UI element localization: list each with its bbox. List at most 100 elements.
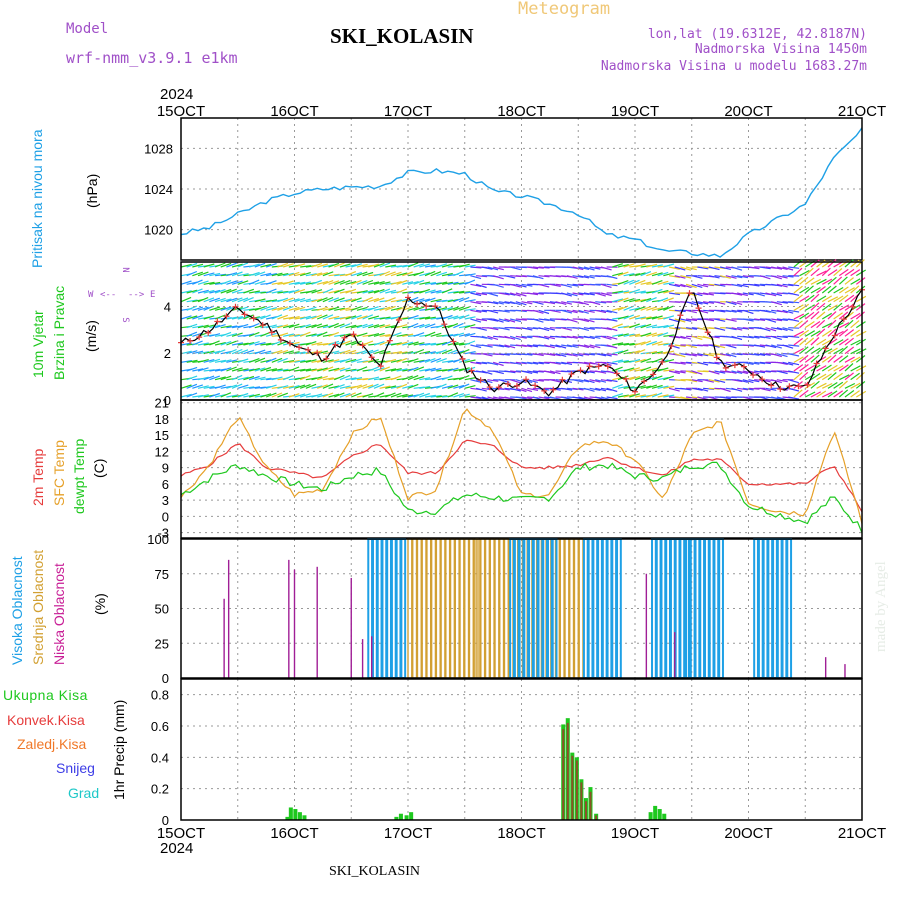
wind-barb bbox=[481, 370, 493, 375]
ytick-label: 0.4 bbox=[151, 750, 169, 765]
wind-barb bbox=[821, 312, 833, 320]
wind-barb bbox=[748, 266, 760, 270]
wind-barb bbox=[339, 385, 351, 389]
wind-barb bbox=[345, 298, 357, 303]
wind-barb bbox=[765, 327, 777, 332]
wind-barb bbox=[356, 306, 368, 311]
wind-barb bbox=[680, 327, 692, 330]
wind-barb bbox=[288, 341, 300, 346]
wind-barb bbox=[464, 395, 476, 398]
wind-barb bbox=[509, 283, 521, 288]
wind-barb bbox=[345, 392, 356, 398]
wind-barb bbox=[612, 359, 624, 363]
wind-barb bbox=[464, 279, 476, 285]
wind-barb bbox=[339, 263, 351, 268]
day-label-top: 21OCT bbox=[838, 103, 886, 120]
wind-barb bbox=[328, 315, 340, 320]
wind-barb bbox=[589, 379, 601, 383]
wind-barb bbox=[351, 340, 362, 346]
wind-barb bbox=[731, 301, 743, 305]
wind-barb bbox=[413, 306, 425, 311]
wind-gust-marker bbox=[223, 313, 230, 320]
pressure-unit-label: (hPa) bbox=[84, 174, 100, 208]
wind-barb bbox=[509, 292, 521, 297]
wind-barb bbox=[487, 335, 499, 340]
wind-barb bbox=[220, 262, 232, 268]
wind-barb bbox=[617, 359, 629, 363]
wind-barb bbox=[583, 292, 595, 296]
wind-barb bbox=[827, 328, 837, 337]
wind-barb bbox=[300, 324, 311, 329]
wind-barb bbox=[311, 323, 323, 329]
wind-barb bbox=[640, 281, 652, 285]
wind-gust-marker bbox=[559, 376, 566, 383]
wind-barb bbox=[328, 306, 340, 311]
wind-barb bbox=[838, 389, 849, 398]
wind-barb bbox=[220, 298, 232, 303]
wind-barb bbox=[220, 367, 232, 372]
wind-barb bbox=[271, 349, 283, 355]
total-rain-bar bbox=[285, 816, 290, 820]
wind-gust-marker bbox=[513, 382, 520, 389]
wind-barb bbox=[532, 309, 544, 314]
mid-cloud-bar bbox=[459, 538, 465, 679]
wind-barb bbox=[436, 341, 448, 346]
wind-barb bbox=[748, 301, 760, 303]
wind-barb bbox=[810, 268, 820, 277]
wind-barb bbox=[838, 328, 849, 337]
wind-barb bbox=[702, 379, 714, 383]
wind-barb bbox=[657, 297, 669, 303]
wind-barb bbox=[515, 318, 527, 321]
wind-barb bbox=[362, 290, 374, 294]
wind-barb bbox=[754, 344, 766, 348]
wind-barb bbox=[351, 279, 362, 285]
wind-barb bbox=[646, 306, 657, 311]
wind-barb bbox=[566, 292, 578, 297]
wind-barb bbox=[657, 332, 669, 337]
wind-barb bbox=[260, 359, 272, 363]
pressure-series-label: Pritisak na nivou mora bbox=[29, 129, 45, 268]
wind-barb bbox=[538, 309, 550, 315]
wind-barb bbox=[606, 387, 618, 393]
wind-barb bbox=[691, 370, 703, 375]
wind-barb bbox=[793, 337, 804, 346]
total-rain-bar bbox=[297, 812, 302, 820]
wind-barb bbox=[197, 394, 209, 398]
day-label-bottom: 18OCT bbox=[497, 825, 545, 842]
wind-barb bbox=[629, 375, 641, 381]
wind-barb bbox=[521, 335, 533, 339]
wind-barb bbox=[243, 394, 255, 398]
wind-barb bbox=[266, 273, 278, 277]
high-cloud-bar bbox=[703, 538, 710, 679]
year-bottom: 2024 bbox=[160, 840, 193, 857]
wind-barb bbox=[334, 273, 346, 277]
wind-barb bbox=[833, 339, 844, 346]
wind-barb bbox=[742, 275, 754, 278]
conv-rain-bar bbox=[571, 755, 574, 820]
wind-barb bbox=[788, 301, 800, 304]
wind-barb bbox=[748, 379, 760, 383]
wind-barb bbox=[731, 327, 743, 331]
wind-gust-marker bbox=[341, 334, 348, 341]
wind-barb bbox=[305, 383, 317, 389]
wind-barb bbox=[407, 290, 419, 294]
wind-barb bbox=[742, 396, 754, 401]
wind-barb bbox=[810, 259, 820, 268]
wind-barb bbox=[793, 267, 803, 277]
wind-barb bbox=[816, 278, 827, 285]
wind-barb bbox=[379, 340, 391, 346]
wind-barb bbox=[492, 283, 504, 288]
wind-barb bbox=[617, 325, 629, 329]
wind-barb bbox=[657, 342, 669, 346]
wind-barb bbox=[827, 364, 838, 372]
wind-barb bbox=[782, 309, 794, 314]
wind-barb bbox=[788, 283, 800, 287]
wind-barb bbox=[322, 307, 334, 311]
wind-barb bbox=[294, 306, 306, 311]
ytick-label: 25 bbox=[155, 636, 169, 651]
wind-barb bbox=[606, 318, 618, 322]
wind-barb bbox=[532, 353, 544, 357]
wind-barb bbox=[600, 309, 612, 313]
wind-barb bbox=[702, 292, 715, 296]
footer-title: SKI_KOLASIN bbox=[329, 864, 420, 879]
